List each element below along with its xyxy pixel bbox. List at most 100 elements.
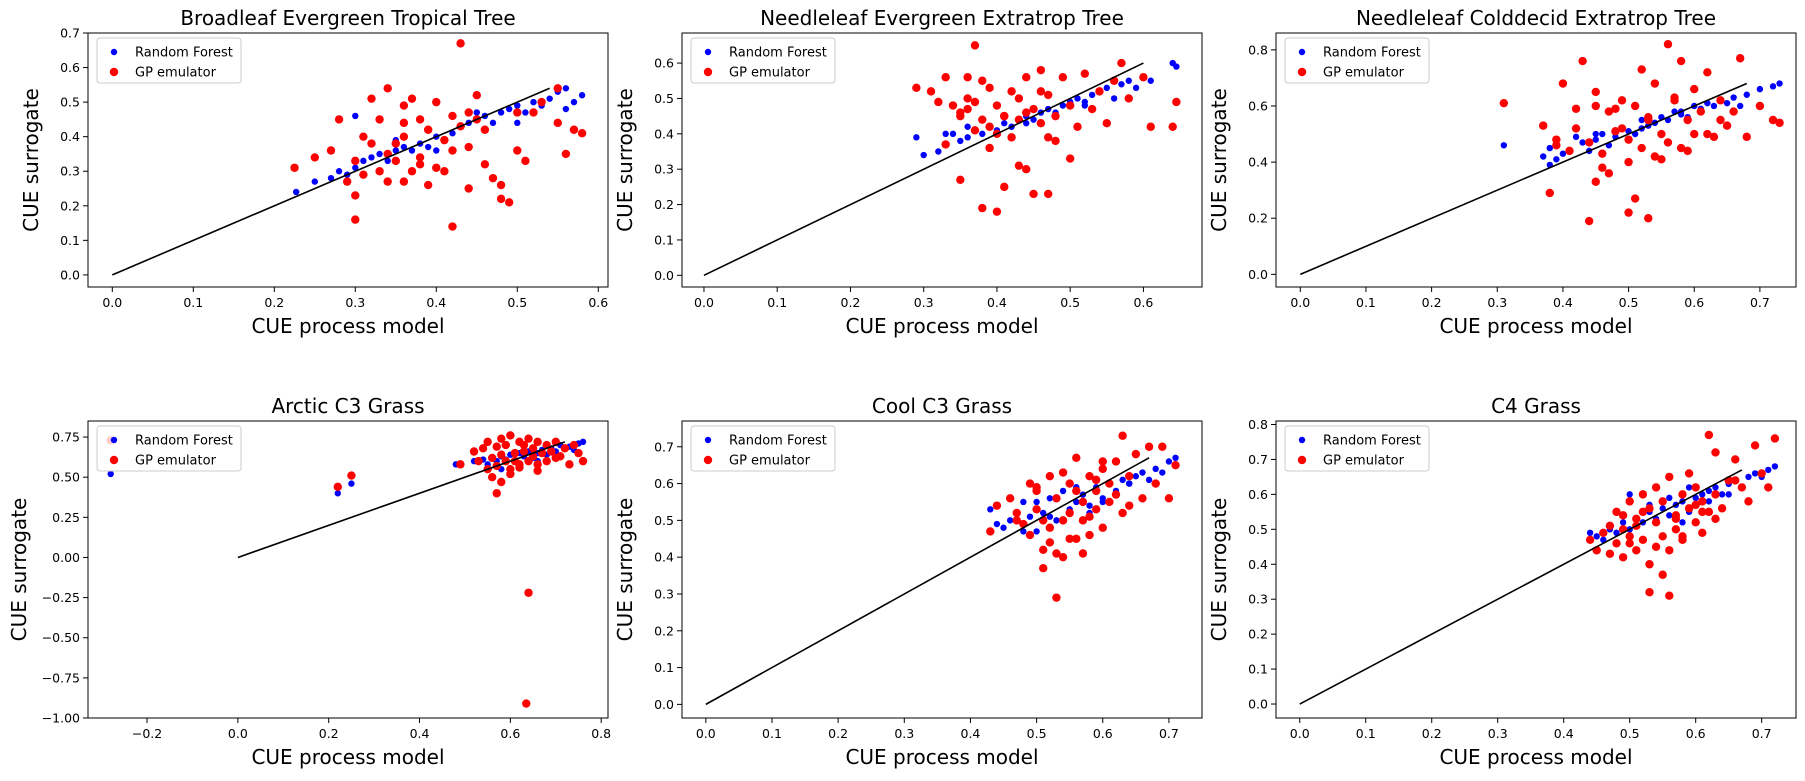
gp-emulator-point [1698,528,1707,538]
random-forest-point [1769,83,1777,90]
x-tick-label: 0.6 [500,726,520,741]
gp-emulator-point [963,94,972,103]
gp-emulator-point [474,456,483,466]
gp-emulator-point [1545,188,1554,198]
y-tick-label: 0.3 [654,162,674,177]
gp-emulator-point [1676,56,1686,66]
panel-title: Needleleaf Evergreen Extratrop Tree [760,6,1124,30]
x-tick-label: 0.5 [1620,726,1640,741]
gp-emulator-point [391,139,400,148]
x-axis-title: CUE process model [845,745,1038,769]
x-axis-title: CUE process model [1439,314,1632,338]
legend-label-gp-emulator: GP emulator [1323,66,1405,81]
random-forest-point [1692,494,1699,502]
gp-emulator-point [1757,469,1766,478]
gp-emulator-point [1658,532,1667,541]
legend-marker-gp-emulator [703,67,713,77]
random-forest-point [1751,470,1759,477]
random-forest-point [1119,476,1126,484]
legend-marker-random-forest [1298,436,1306,444]
gp-emulator-point [1111,490,1121,499]
axes-frame [681,32,1203,288]
gp-emulator-point [985,122,994,131]
random-forest-point [1020,498,1027,506]
x-tick-label: 0.2 [841,295,861,310]
gp-emulator-point [1111,457,1121,466]
gp-emulator-point [1637,65,1646,74]
random-forest-point [1619,519,1627,526]
random-forest-point [1023,120,1030,127]
legend-label-random-forest: Random Forest [729,434,827,449]
identity-line [111,87,550,276]
random-forest-point [1000,524,1007,531]
random-forest-point [1126,480,1133,487]
gp-emulator-point [1630,194,1640,203]
gp-emulator-point [1703,68,1712,77]
y-tick-label: 0.6 [654,56,674,71]
gp-emulator-point [1684,469,1694,478]
gp-emulator-point [578,456,588,466]
panel-title: Cool C3 Grass [872,394,1012,418]
gp-emulator-point [1585,535,1595,544]
gp-emulator-point [1095,87,1104,96]
random-forest-point [1559,150,1567,157]
gp-emulator-point [1716,96,1725,105]
gp-emulator-point [1737,483,1747,492]
y-axis-title: CUE surrogate [613,88,637,232]
gp-emulator-point [1144,442,1154,451]
random-forest-point [408,147,416,154]
gp-emulator-point [423,180,433,190]
gp-emulator-point [432,163,441,172]
x-tick-label: 0.7 [1752,726,1772,741]
gp-emulator-point [497,477,506,487]
y-axis-title: CUE surrogate [7,498,31,642]
legend-marker-gp-emulator [1297,67,1307,77]
gp-emulator-point [941,140,950,149]
legend-marker-random-forest [1298,48,1306,56]
gp-emulator-point [941,73,950,82]
gp-emulator-point [1014,161,1024,170]
random-forest-point [1572,133,1580,141]
x-tick-label: 0.3 [1488,726,1508,741]
random-forest-point [1145,476,1153,484]
gp-emulator-point [1731,476,1740,485]
x-tick-label: 0.2 [828,726,848,741]
random-forest-point [1600,536,1607,543]
gp-emulator-point [1005,494,1015,503]
gp-emulator-point [375,167,384,176]
gp-emulator-point [1036,87,1046,96]
gp-emulator-point [1558,79,1568,88]
legend: Random Forest GP emulator [690,37,836,84]
gp-emulator-point [391,156,400,166]
legend-box [96,37,242,84]
gp-emulator-point [547,447,556,456]
random-forest-point [392,147,399,154]
gp-emulator-point [1637,143,1646,153]
gp-emulator-point [1007,133,1016,142]
random-forest-point [1165,458,1173,465]
gp-emulator-point [926,87,936,96]
gp-emulator-point [1032,483,1041,492]
random-forest-point [352,112,359,120]
gp-emulator-point [1630,101,1640,111]
gp-emulator-point [1065,534,1074,543]
random-forest-point [1666,494,1673,502]
gp-emulator-point [978,203,987,213]
gp-emulator-point [1604,169,1614,178]
gp-emulator-point [1731,455,1740,464]
gp-emulator-point [1125,501,1134,510]
legend-marker-gp-emulator [109,455,119,465]
gp-emulator-point [1091,505,1101,514]
gp-emulator-point [1704,507,1714,517]
gp-emulator-point [1036,65,1046,75]
gp-emulator-point [1770,434,1780,443]
x-axis-title: CUE process model [845,314,1038,338]
random-forest-point [335,168,343,175]
gp-emulator-point [1645,504,1654,513]
gp-emulator-point [1078,549,1088,558]
gp-emulator-point [1624,157,1633,167]
gp-emulator-point [1683,115,1692,125]
gp-emulator-point [1703,129,1712,139]
gp-emulator-point [464,184,473,193]
y-tick-label: 0.0 [654,268,674,283]
